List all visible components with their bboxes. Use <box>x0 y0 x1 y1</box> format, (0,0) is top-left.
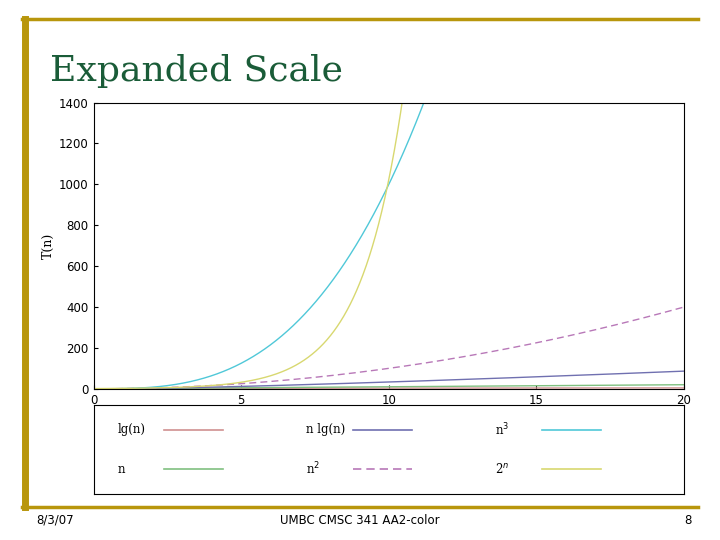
Text: 2$^{n}$: 2$^{n}$ <box>495 462 509 476</box>
Text: n$^{3}$: n$^{3}$ <box>495 422 509 438</box>
Text: 8/3/07: 8/3/07 <box>36 514 73 526</box>
Text: lg(n): lg(n) <box>117 423 145 436</box>
Text: UMBC CMSC 341 AA2-color: UMBC CMSC 341 AA2-color <box>280 514 440 526</box>
Text: n: n <box>117 463 125 476</box>
Y-axis label: T(n): T(n) <box>42 233 55 259</box>
Text: 8: 8 <box>684 514 691 526</box>
Text: n lg(n): n lg(n) <box>306 423 346 436</box>
Text: n$^{2}$: n$^{2}$ <box>306 461 320 477</box>
X-axis label: Problem Size, n: Problem Size, n <box>339 412 438 425</box>
Text: Expanded Scale: Expanded Scale <box>50 54 343 88</box>
